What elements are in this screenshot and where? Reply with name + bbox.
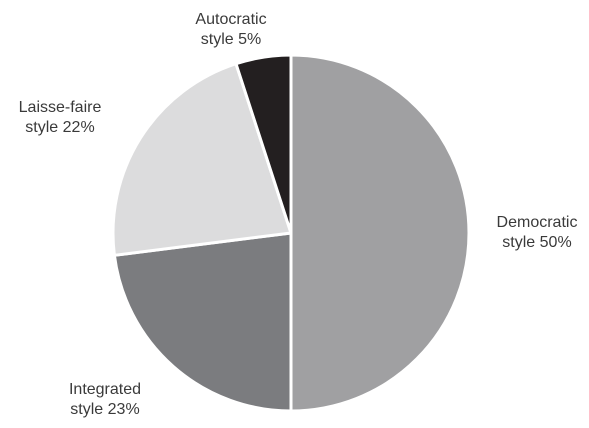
label-part: Laisse-faire style: [18, 99, 102, 136]
pie-slice: [234, 53, 293, 235]
slice-label: Integrated style 23%: [55, 380, 155, 420]
pie-slice: [111, 62, 293, 257]
label-part: 50%: [539, 234, 572, 251]
label-part: Integrated style: [68, 381, 142, 418]
slice-label: Laisse-faire style 22%: [10, 98, 110, 138]
pie-slice: [112, 231, 293, 413]
label-part: 5%: [238, 31, 262, 48]
label-part: 23%: [107, 401, 140, 418]
slice-label: Democratic style 50%: [487, 213, 587, 253]
slice-label: Autocratic style 5%: [181, 10, 281, 50]
pie-slice: [289, 53, 471, 413]
label-part: Autocratic style: [195, 11, 267, 48]
label-part: 22%: [62, 119, 95, 136]
label-part: Democratic style: [496, 214, 578, 251]
